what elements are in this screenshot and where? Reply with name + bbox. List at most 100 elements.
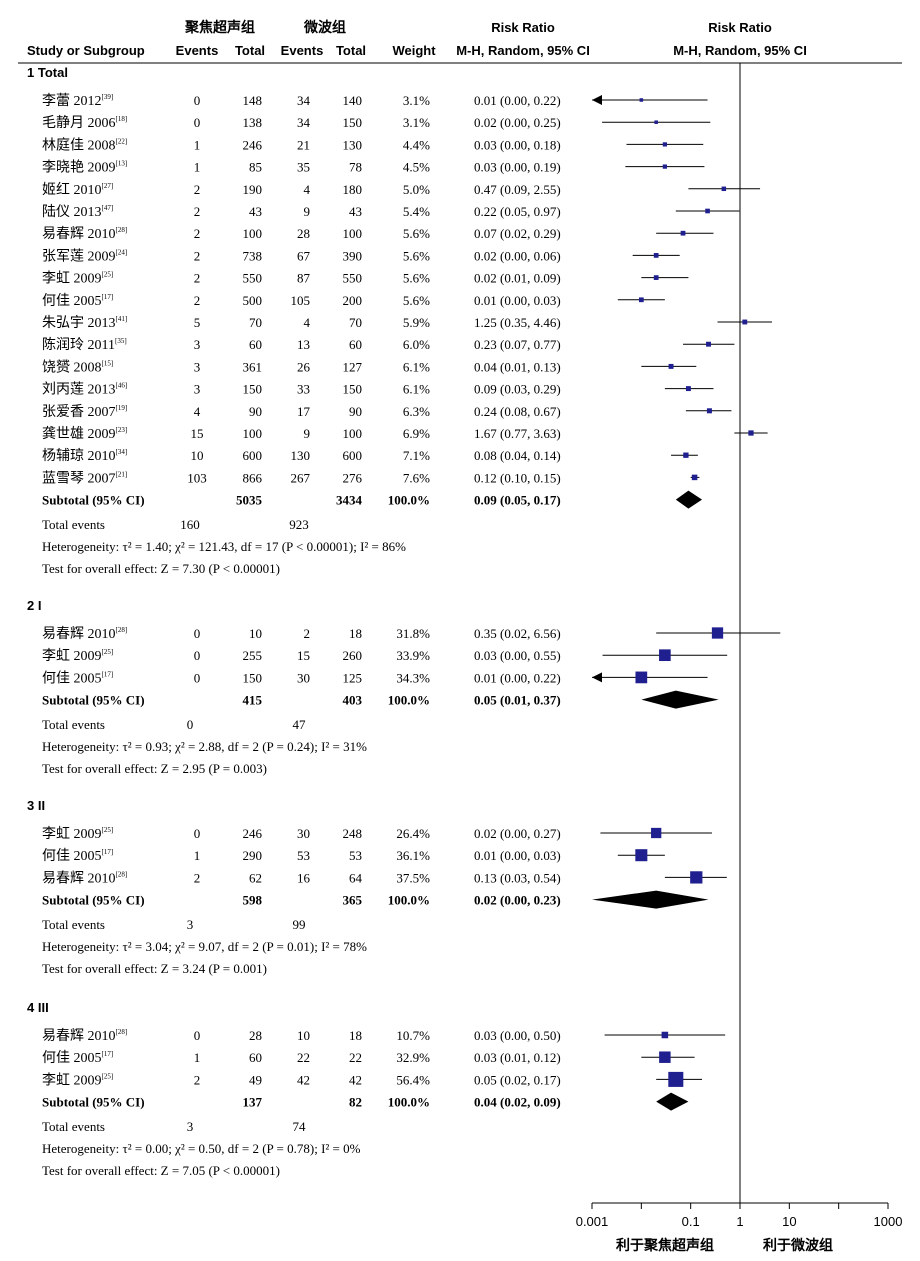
study-row: 易春辉 2010[28] 2 100 28 100 5.6% 0.07 (0.02, 0.2… [42,226,561,242]
ci-arrow [592,95,602,105]
subtotal-label: Subtotal (95% CI) [42,693,145,708]
total-right: 248 [343,826,363,841]
total-left: 85 [249,160,262,175]
total-right: 130 [343,137,363,152]
weight-value: 4.5% [403,160,430,175]
total-left: 150 [243,670,263,685]
x-tick-label: 0.1 [682,1214,700,1229]
ci-text: 0.04 (0.01, 0.13) [474,359,561,374]
events-right: 87 [297,271,311,286]
table-header: 聚焦超声组 微波组 Risk Ratio Risk Ratio Study or… [18,19,902,64]
total-right: 43 [349,204,362,219]
study-name: 张军莲 2009[24] [42,248,127,264]
study-row: 李虹 2009[25] 2 550 87 550 5.6% 0.02 (0.01, 0.09… [42,271,561,287]
total-events-label: Total events [42,1119,105,1134]
subgroup-title: 2 I [27,598,41,613]
weight-value: 6.0% [403,337,430,352]
events-right: 9 [304,426,311,441]
weight-value: 5.4% [403,204,430,219]
x-tick-label: 10 [782,1214,796,1229]
weight-value: 10.7% [396,1028,430,1043]
total-left: 60 [249,1050,262,1065]
total-events-right: 47 [293,717,307,732]
study-row: 姬红 2010[27] 2 190 4 180 5.0% 0.47 (0.09, 2.55) [42,182,561,198]
events-right: 67 [297,248,311,263]
events-left: 0 [194,115,201,130]
total-left: 190 [243,182,263,197]
subtotal-row: Subtotal (95% CI) 137 82 100.0% 0.04 (0.02, … [42,1095,561,1110]
events-left: 4 [194,404,201,419]
weight-value: 6.1% [403,382,430,397]
events-left: 2 [194,293,201,308]
ci-text: 0.35 (0.02, 6.56) [474,626,561,641]
weight-value: 31.8% [396,626,430,641]
total-right: 140 [343,93,363,108]
subtotal-row: Subtotal (95% CI) 415 403 100.0% 0.05 (0.01,… [42,693,561,708]
study-row: 李虹 2009[25] 0 255 15 260 33.9% 0.03 (0.00, 0.5… [42,648,561,664]
events-left: 2 [194,248,201,263]
total-right: 127 [343,359,363,374]
x-tick-label: 0.001 [576,1214,609,1229]
weight-value: 32.9% [396,1050,430,1065]
total-events-left: 0 [187,717,194,732]
header-events-right: Events [281,43,324,58]
events-left: 5 [194,315,201,330]
study-name: 李蕾 2012[39] [42,93,113,109]
weight-value: 5.6% [403,293,430,308]
events-right: 33 [297,382,310,397]
ci-text: 0.03 (0.01, 0.12) [474,1050,561,1065]
study-name: 李晓艳 2009[13] [42,160,127,176]
study-row: 李晓艳 2009[13] 1 85 35 78 4.5% 0.03 (0.00, 0.19) [42,160,561,176]
weight-value: 26.4% [396,826,430,841]
subtotal-weight: 100.0% [388,1095,430,1110]
total-right: 600 [343,448,363,463]
subtotal-ci-text: 0.04 (0.02, 0.09) [474,1095,561,1110]
subtotal-total-right: 403 [343,693,363,708]
events-right: 130 [291,448,311,463]
weight-value: 6.9% [403,426,430,441]
header-rr-method-plot: M-H, Random, 95% CI [673,43,807,58]
study-name: 易春辉 2010[28] [42,870,127,886]
events-right: 16 [297,870,311,885]
total-events-label: Total events [42,517,105,532]
effect-marker [742,319,748,325]
events-right: 105 [291,293,311,308]
effect-marker [662,164,667,169]
overall-effect-text: Test for overall effect: Z = 2.95 (P = 0… [42,761,267,776]
study-name: 何佳 2005[17] [42,1050,113,1066]
ci-text: 0.01 (0.00, 0.22) [474,93,561,108]
effect-marker [685,386,691,392]
ci-text: 0.03 (0.00, 0.18) [474,137,561,152]
total-right: 180 [343,182,363,197]
study-name: 毛静月 2006[18] [42,115,127,131]
study-name: 陆仪 2013[47] [42,204,113,220]
total-right: 550 [343,271,363,286]
ci-text: 0.01 (0.00, 0.22) [474,670,561,685]
total-left: 28 [249,1028,262,1043]
events-left: 2 [194,870,201,885]
total-left: 100 [243,426,263,441]
events-left: 2 [194,1072,201,1087]
study-name: 刘丙莲 2013[46] [42,382,127,398]
events-left: 3 [194,359,201,374]
events-right: 28 [297,226,310,241]
study-row: 何佳 2005[17] 1 60 22 22 32.9% 0.03 (0.01, 0.12) [42,1050,561,1066]
total-left: 60 [249,337,262,352]
study-name: 龚世雄 2009[23] [42,426,127,442]
favours-right-label: 利于微波组 [763,1237,833,1254]
plot-marks [592,95,781,1111]
header-rr-method-text: M-H, Random, 95% CI [456,43,590,58]
study-row: 毛静月 2006[18] 0 138 34 150 3.1% 0.02 (0.00, 0.2… [42,115,561,131]
study-name: 何佳 2005[17] [42,670,113,686]
effect-marker [711,627,724,639]
weight-value: 56.4% [396,1072,430,1087]
total-left: 70 [249,315,262,330]
total-events-label: Total events [42,717,105,732]
weight-value: 4.4% [403,137,430,152]
study-row: 杨辅琼 2010[34] 10 600 130 600 7.1% 0.08 (0.04, 0… [42,448,561,464]
ci-text: 0.02 (0.00, 0.06) [474,248,561,263]
total-left: 866 [243,470,263,485]
heterogeneity-text: Heterogeneity: τ² = 1.40; χ² = 121.43, d… [42,539,406,554]
x-axis: 0.001 0.1 1 10 1000 [576,1202,902,1229]
events-left: 1 [194,137,201,152]
